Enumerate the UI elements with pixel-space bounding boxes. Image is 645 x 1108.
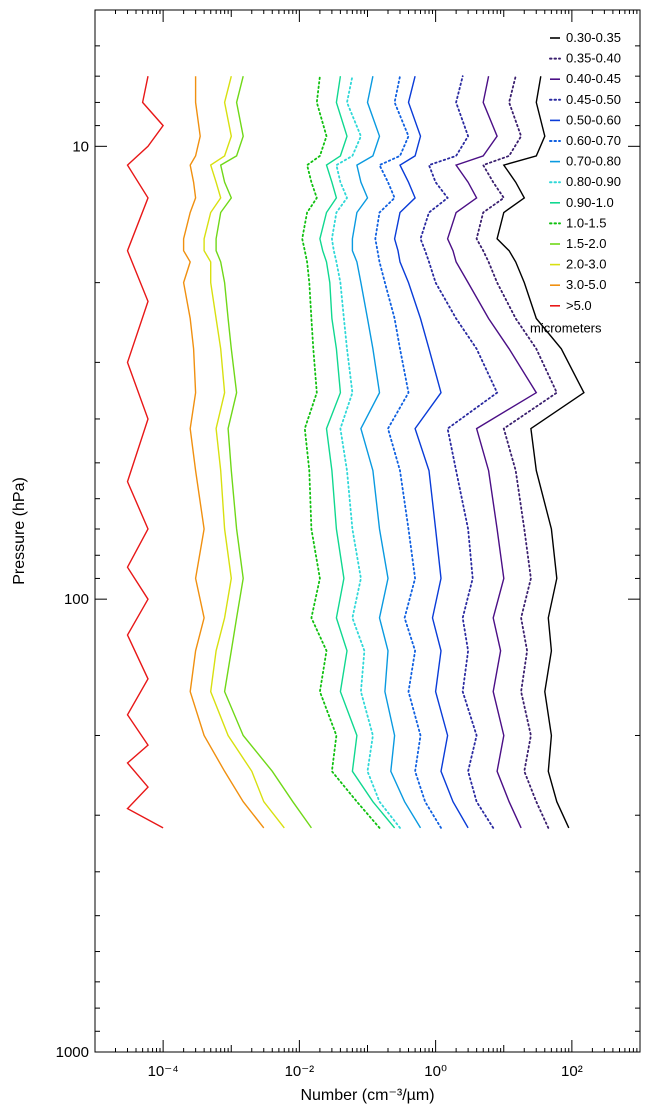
x-axis-title: Number (cm⁻³/µm): [300, 1087, 434, 1104]
legend-label: >5.0: [566, 298, 592, 313]
x-tick-label: 10²: [561, 1063, 583, 1080]
series-line-6: [351, 76, 422, 829]
legend-title: micrometers: [530, 320, 602, 335]
series-line-0: [496, 76, 585, 829]
x-tick-label: 10⁻⁴: [148, 1063, 179, 1080]
series-line-13: [126, 76, 164, 829]
series-line-2: [446, 76, 538, 829]
series-line-7: [330, 75, 401, 829]
legend-label: 0.60-0.70: [566, 133, 621, 148]
legend-label: 1.0-1.5: [566, 215, 606, 230]
legend-label: 0.50-0.60: [566, 112, 621, 127]
y-axis-title: Pressure (hPa): [11, 477, 28, 585]
y-tick-label: 10: [72, 138, 89, 155]
series-line-4: [393, 76, 469, 829]
legend-label: 1.5-2.0: [566, 236, 606, 251]
series-line-12: [182, 76, 265, 829]
legend-label: 2.0-3.0: [566, 257, 606, 272]
legend-label: 0.30-0.35: [566, 30, 621, 45]
legend-label: 0.40-0.45: [566, 71, 621, 86]
x-tick-label: 10⁰: [424, 1063, 447, 1080]
series-line-11: [203, 76, 285, 829]
legend-label: 0.35-0.40: [566, 51, 621, 66]
plot-frame: [94, 9, 641, 1053]
series-line-8: [319, 76, 396, 829]
series-line-10: [215, 76, 312, 829]
legend-label: 0.45-0.50: [566, 92, 621, 107]
series-line-5: [374, 75, 442, 829]
series-layer: [126, 75, 585, 829]
series-line-3: [419, 75, 499, 829]
y-tick-label: 1000: [56, 1044, 89, 1061]
legend-label: 3.0-5.0: [566, 277, 606, 292]
axes-layer: 10⁻⁴ 10⁻² 10⁰ 10² 10 100 1000: [56, 9, 641, 1080]
y-tick-label: 100: [64, 591, 89, 608]
legend-label: 0.80-0.90: [566, 174, 621, 189]
legend: 0.30-0.35 0.35-0.40 0.40-0.45 0.45-0.50 0.50…: [530, 30, 621, 335]
series-line-1: [475, 75, 558, 829]
series-line-9: [301, 75, 381, 829]
x-tick-label: 10⁻²: [285, 1063, 315, 1080]
legend-label: 0.70-0.80: [566, 154, 621, 169]
legend-label: 0.90-1.0: [566, 195, 614, 210]
